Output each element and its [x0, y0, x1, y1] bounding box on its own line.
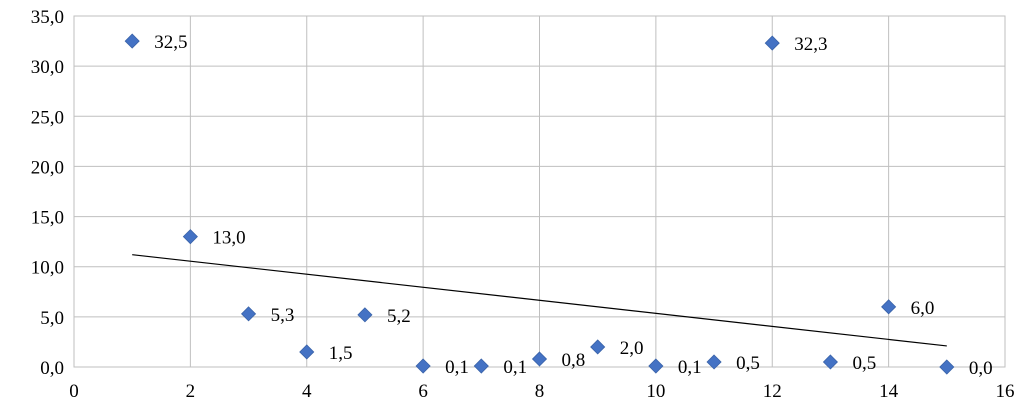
x-tick-label: 14 [879, 381, 899, 402]
data-point-marker [124, 33, 140, 49]
data-label: 0,1 [503, 357, 527, 378]
y-tick-label: 25,0 [31, 107, 64, 128]
data-label: 2,0 [620, 338, 644, 359]
x-tick-label: 2 [186, 381, 196, 402]
data-points [124, 33, 955, 375]
data-point-marker [706, 354, 722, 370]
data-point-marker [764, 35, 780, 51]
data-point-marker [182, 229, 198, 245]
x-tick-label: 12 [763, 381, 782, 402]
trendline-layer [132, 254, 947, 347]
data-label: 0,8 [562, 350, 586, 371]
y-tick-label: 35,0 [31, 7, 64, 28]
data-point-marker [648, 358, 664, 374]
x-tick-label: 16 [996, 381, 1015, 402]
data-point-marker [299, 344, 315, 360]
data-point-marker [939, 359, 955, 375]
x-tick-label: 6 [418, 381, 428, 402]
data-label: 32,5 [154, 32, 187, 53]
data-label: 0,5 [736, 353, 760, 374]
plot-border [73, 15, 1006, 368]
y-tick-label: 30,0 [31, 57, 64, 78]
data-label: 5,3 [271, 305, 295, 326]
data-point-marker [531, 351, 548, 367]
trendline [132, 254, 947, 347]
y-tick-label: 15,0 [31, 208, 64, 229]
data-label: 1,5 [329, 343, 353, 364]
chart-grid [73, 15, 1006, 368]
data-point-marker [473, 358, 489, 374]
x-tick-label: 0 [69, 381, 79, 402]
data-label: 6,0 [911, 298, 935, 319]
y-axis-ticks: 0,0 5,0 10,0 15,0 20,0 25,0 30,0 35,0 [31, 7, 64, 379]
data-labels: 32,5 13,0 5,3 1,5 5,2 0,1 0,1 0,8 2,0 0,1 0,5 32,3 0… [154, 32, 992, 379]
data-point-marker [415, 358, 431, 374]
data-point-marker [357, 307, 373, 323]
data-label: 0,5 [852, 353, 876, 374]
data-label: 0,1 [678, 357, 702, 378]
data-label: 13,0 [212, 228, 245, 249]
y-tick-label: 0,0 [40, 358, 64, 379]
data-label: 0,0 [969, 358, 993, 379]
data-label: 0,1 [445, 357, 469, 378]
x-tick-label: 4 [302, 381, 312, 402]
y-tick-label: 5,0 [40, 308, 64, 329]
data-point-marker [822, 354, 839, 370]
y-tick-label: 10,0 [31, 258, 64, 279]
x-tick-label: 8 [535, 381, 545, 402]
data-point-marker [240, 306, 257, 322]
x-axis-ticks: 0 2 4 6 8 10 12 14 16 [69, 381, 1014, 402]
y-tick-label: 20,0 [31, 157, 64, 178]
data-label: 32,3 [794, 34, 827, 55]
x-tick-label: 10 [646, 381, 665, 402]
data-point-marker [881, 299, 897, 315]
data-label: 5,2 [387, 306, 411, 327]
data-point-marker [590, 339, 606, 355]
